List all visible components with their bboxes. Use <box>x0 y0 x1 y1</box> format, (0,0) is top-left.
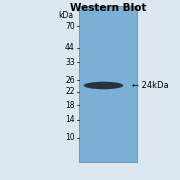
Text: 44: 44 <box>65 43 75 52</box>
Ellipse shape <box>84 82 123 89</box>
Text: 70: 70 <box>65 22 75 31</box>
Text: 22: 22 <box>65 87 75 96</box>
Text: Western Blot: Western Blot <box>70 3 146 13</box>
Text: 10: 10 <box>65 133 75 142</box>
Text: kDa: kDa <box>59 11 74 20</box>
Bar <box>79 6 137 162</box>
Text: 14: 14 <box>65 115 75 124</box>
Text: ← 24kDa: ← 24kDa <box>132 81 169 90</box>
Text: 26: 26 <box>65 76 75 85</box>
Text: 18: 18 <box>65 101 75 110</box>
Text: 33: 33 <box>65 58 75 67</box>
